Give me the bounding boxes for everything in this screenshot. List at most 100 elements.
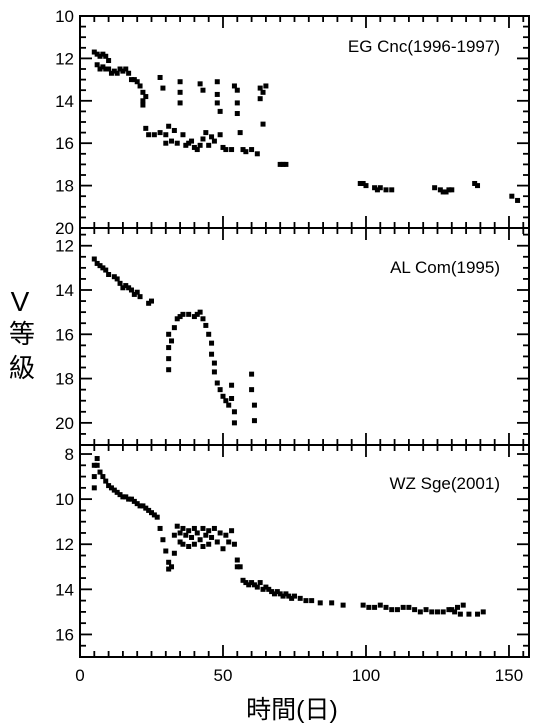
data-point bbox=[220, 393, 226, 399]
data-point bbox=[357, 180, 363, 186]
data-point bbox=[209, 534, 215, 540]
data-point bbox=[214, 91, 220, 97]
data-point bbox=[111, 487, 117, 493]
data-point bbox=[432, 185, 438, 191]
y-tick-label: 16 bbox=[55, 625, 74, 644]
data-point bbox=[137, 294, 143, 300]
data-point bbox=[151, 132, 157, 138]
data-point bbox=[260, 121, 266, 127]
data-point bbox=[480, 609, 486, 615]
data-point bbox=[97, 469, 103, 475]
data-point bbox=[169, 564, 175, 570]
data-point bbox=[220, 546, 226, 552]
data-point bbox=[94, 51, 100, 57]
data-point bbox=[183, 532, 189, 538]
data-point bbox=[100, 51, 106, 57]
data-point bbox=[449, 187, 455, 193]
data-point bbox=[191, 541, 197, 547]
data-point bbox=[329, 600, 335, 606]
y-axis-label-v: V bbox=[11, 286, 30, 317]
data-point bbox=[234, 100, 240, 106]
data-point bbox=[140, 98, 146, 104]
data-point bbox=[186, 140, 192, 146]
data-point bbox=[309, 598, 315, 604]
data-point bbox=[97, 53, 103, 59]
data-point bbox=[394, 607, 400, 613]
data-point bbox=[515, 197, 521, 203]
data-point bbox=[100, 64, 106, 70]
y-tick-label: 14 bbox=[55, 92, 74, 111]
data-point bbox=[174, 140, 180, 146]
y-tick-label: 12 bbox=[55, 237, 74, 256]
data-point bbox=[117, 280, 123, 286]
data-point bbox=[274, 589, 280, 595]
data-point bbox=[160, 85, 166, 91]
data-point bbox=[437, 187, 443, 193]
data-point bbox=[260, 89, 266, 95]
data-point bbox=[200, 316, 206, 322]
data-point bbox=[249, 147, 255, 153]
data-point bbox=[366, 604, 372, 610]
data-point bbox=[108, 485, 114, 491]
data-point bbox=[183, 142, 189, 148]
data-point bbox=[206, 528, 212, 534]
data-point bbox=[240, 147, 246, 153]
data-point bbox=[180, 525, 186, 531]
data-point bbox=[223, 398, 229, 404]
data-point bbox=[249, 371, 255, 377]
data-point bbox=[126, 496, 132, 502]
data-point bbox=[143, 94, 149, 100]
y-tick-label: 18 bbox=[55, 370, 74, 389]
data-point bbox=[103, 66, 109, 72]
data-point bbox=[237, 564, 243, 570]
data-point bbox=[269, 589, 275, 595]
data-point bbox=[174, 523, 180, 529]
data-point bbox=[97, 263, 103, 269]
data-point bbox=[509, 193, 515, 199]
y-tick-label: 14 bbox=[55, 281, 74, 300]
data-point bbox=[163, 140, 169, 146]
data-point bbox=[191, 525, 197, 531]
data-point bbox=[177, 79, 183, 85]
data-point bbox=[457, 611, 463, 617]
data-point bbox=[200, 543, 206, 549]
panel-1-title: EG Cnc(1996-1997) bbox=[348, 37, 500, 56]
data-point bbox=[148, 298, 154, 304]
data-point bbox=[166, 345, 172, 351]
y-tick-label: 14 bbox=[55, 580, 74, 599]
data-point bbox=[440, 609, 446, 615]
data-point bbox=[220, 144, 226, 150]
data-point bbox=[169, 338, 175, 344]
data-point bbox=[455, 604, 461, 610]
x-tick-label: 100 bbox=[352, 666, 380, 685]
data-point bbox=[374, 187, 380, 193]
data-point bbox=[123, 494, 129, 500]
y-tick-label: 16 bbox=[55, 134, 74, 153]
data-point bbox=[174, 316, 180, 322]
y-axis-label-cjk-1: 等 bbox=[9, 319, 35, 349]
data-point bbox=[131, 77, 137, 83]
data-point bbox=[140, 102, 146, 108]
data-point bbox=[180, 132, 186, 138]
y-tick-label: 12 bbox=[55, 535, 74, 554]
data-point bbox=[180, 311, 186, 317]
data-point bbox=[186, 543, 192, 549]
data-point bbox=[412, 607, 418, 613]
data-point bbox=[169, 138, 175, 144]
data-point bbox=[126, 70, 132, 76]
data-point bbox=[303, 598, 309, 604]
y-tick-label: 18 bbox=[55, 177, 74, 196]
data-point bbox=[263, 584, 269, 590]
data-point bbox=[211, 360, 217, 366]
data-point bbox=[234, 557, 240, 563]
data-point bbox=[249, 580, 255, 586]
x-tick-labels: 0 50 100 150 bbox=[75, 666, 523, 685]
data-point bbox=[157, 525, 163, 531]
data-point bbox=[229, 528, 235, 534]
y-tick-label: 8 bbox=[65, 445, 74, 464]
data-point bbox=[209, 340, 215, 346]
data-point bbox=[223, 147, 229, 153]
y-tick-label: 20 bbox=[55, 219, 74, 238]
data-point bbox=[254, 151, 260, 157]
data-point bbox=[214, 79, 220, 85]
